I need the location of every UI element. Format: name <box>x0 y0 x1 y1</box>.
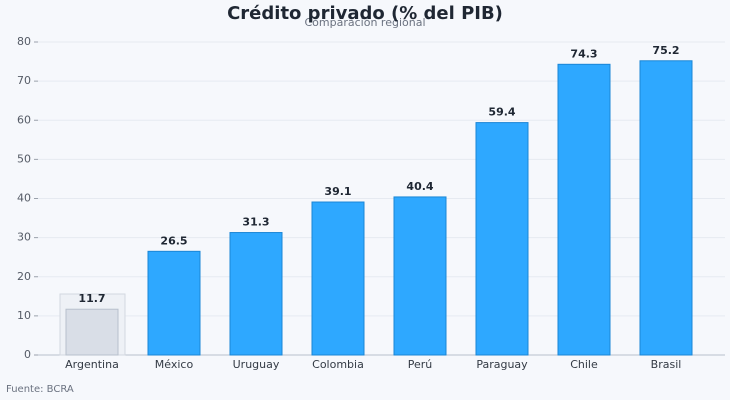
y-tick-label: 70 <box>17 74 31 87</box>
bar <box>639 60 693 356</box>
x-tick-label: Colombia <box>312 358 364 371</box>
x-tick-label: Perú <box>408 358 433 371</box>
y-tick-label: 20 <box>17 270 31 283</box>
value-label: 11.7 <box>78 292 105 305</box>
bar <box>393 196 447 356</box>
bar <box>65 308 119 356</box>
value-label: 39.1 <box>324 185 351 198</box>
chart-subtitle: Comparación regional <box>305 16 426 29</box>
y-tick-label: 80 <box>17 35 31 48</box>
value-label: 31.3 <box>242 216 269 229</box>
y-tick-label: 50 <box>17 152 31 165</box>
y-tick-label: 10 <box>17 309 31 322</box>
bar <box>475 122 529 356</box>
bar <box>147 250 201 356</box>
y-tick-label: 40 <box>17 192 31 205</box>
value-label: 75.2 <box>652 44 679 57</box>
x-tick-label: Chile <box>570 358 598 371</box>
chart-title: Crédito privado (% del PIB) <box>227 3 503 24</box>
source: Fuente: BCRA <box>6 384 74 395</box>
y-tick-label: 60 <box>17 113 31 126</box>
x-tick-label: México <box>155 358 194 371</box>
value-label: 26.5 <box>160 234 187 247</box>
bar <box>311 201 365 356</box>
x-tick-label: Paraguay <box>476 358 528 371</box>
bar <box>229 232 283 356</box>
x-tick-label: Brasil <box>651 358 682 371</box>
x-tick-label: Argentina <box>65 358 119 371</box>
y-tick-label: 0 <box>24 348 31 361</box>
value-label: 40.4 <box>406 180 433 193</box>
value-label: 74.3 <box>570 47 597 60</box>
x-tick-label: Uruguay <box>233 358 280 371</box>
bar <box>557 63 611 356</box>
y-tick-label: 30 <box>17 231 31 244</box>
value-label: 59.4 <box>488 106 515 119</box>
